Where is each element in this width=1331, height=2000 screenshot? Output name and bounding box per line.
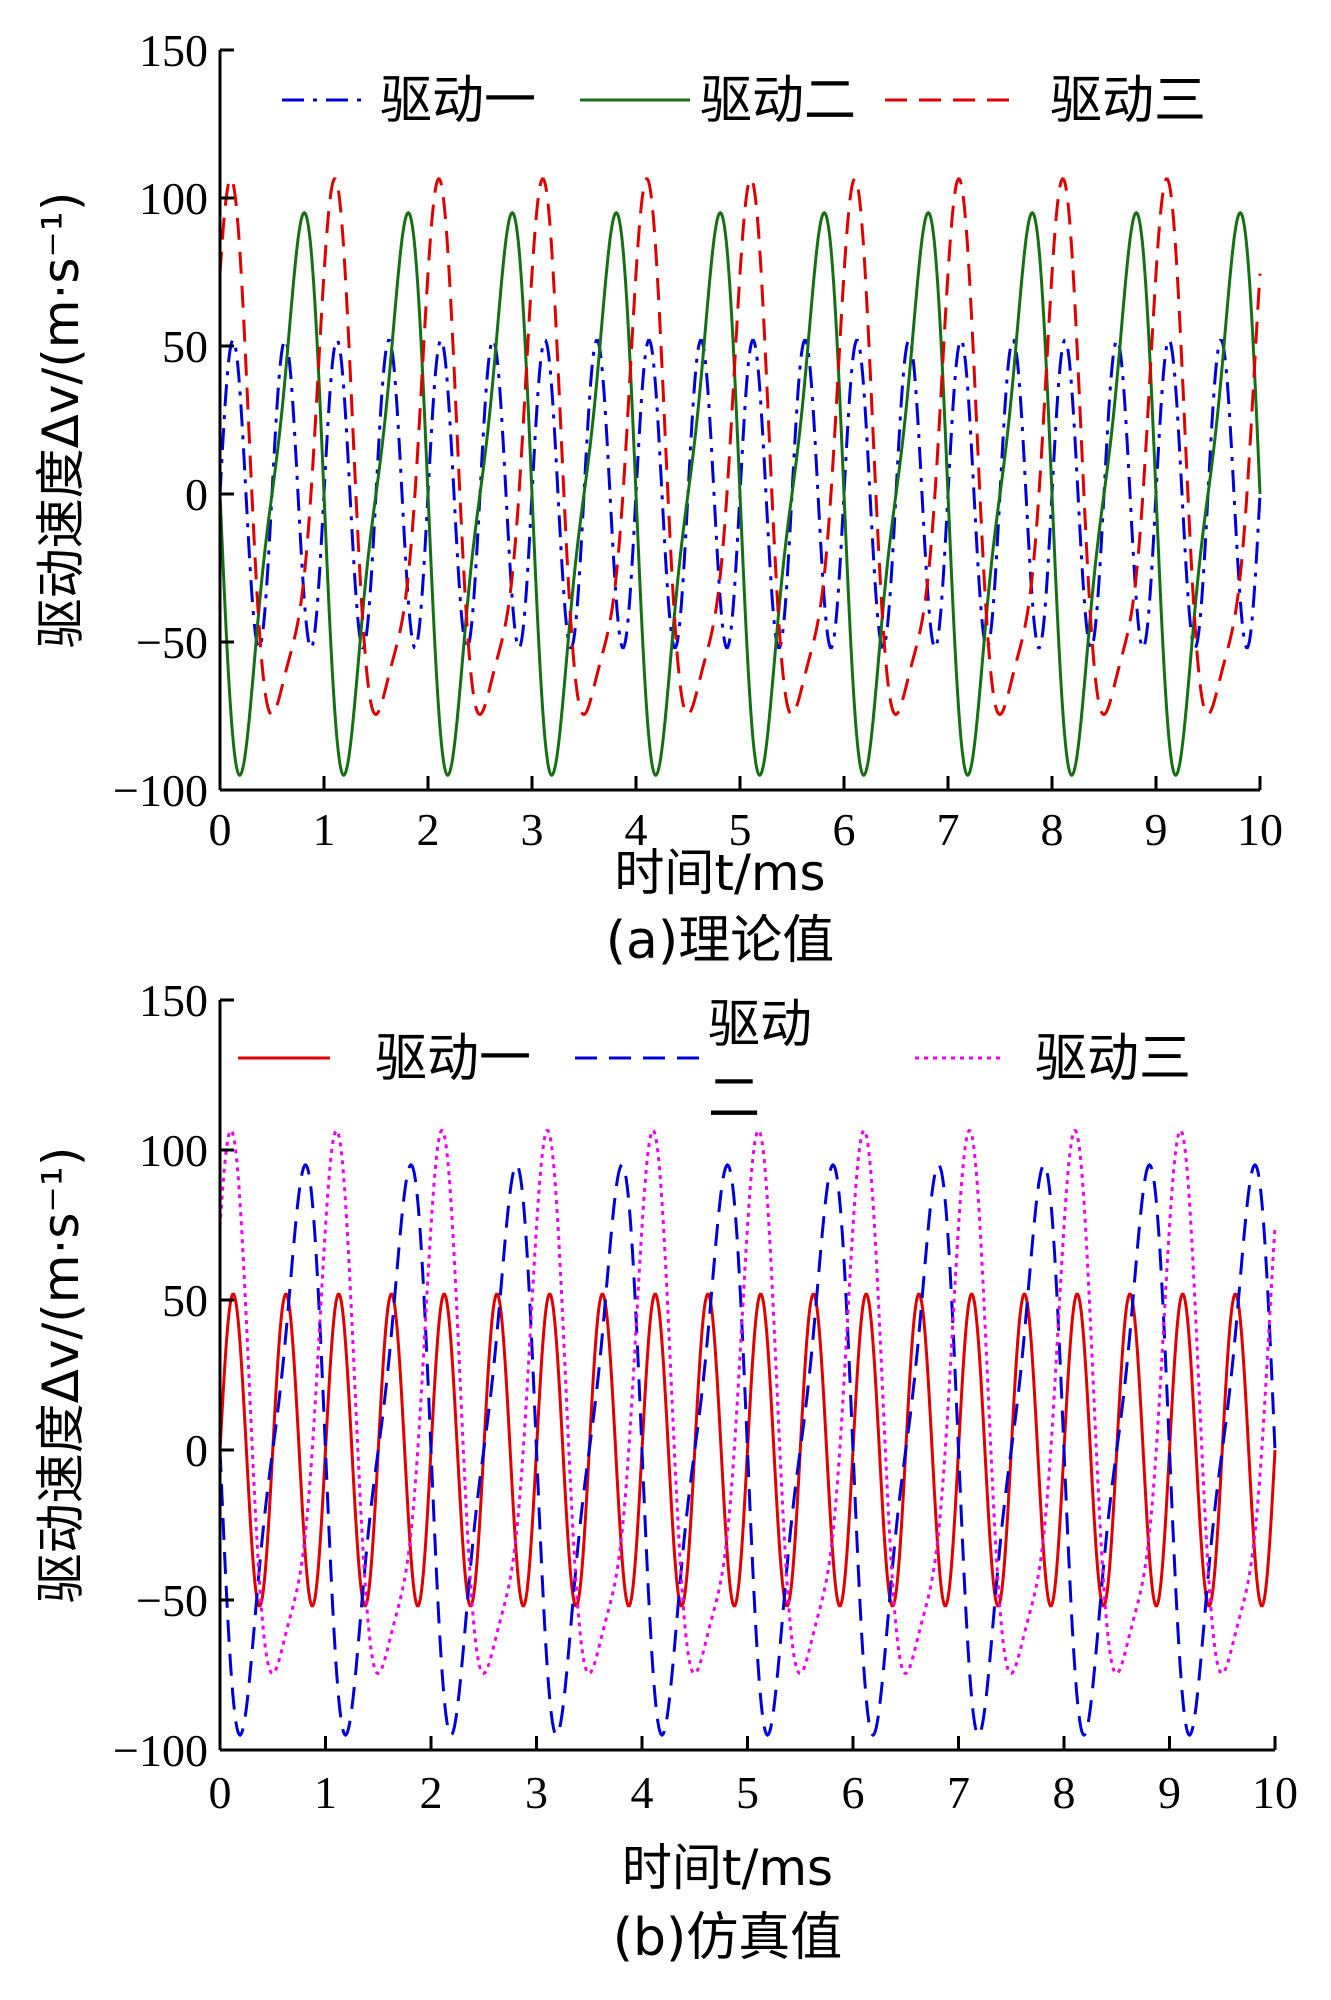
series-line-2 — [218, 1163, 1277, 1737]
y-tick-label: 100 — [139, 173, 208, 224]
y-tick-label: −100 — [113, 1725, 208, 1776]
x-tick-label: 10 — [1237, 804, 1283, 855]
x-tick-label: 9 — [1158, 1767, 1181, 1818]
y-axis-label: 驱动速度Δv/(m·s⁻¹) — [32, 192, 90, 649]
x-tick-label: 4 — [631, 1767, 654, 1818]
y-axis-label: 驱动速度Δv/(m·s⁻¹) — [32, 1147, 90, 1604]
series-line-3 — [218, 177, 1262, 717]
x-tick-label: 5 — [729, 804, 752, 855]
series-line-2 — [218, 210, 1262, 778]
x-tick-label: 6 — [833, 804, 856, 855]
y-tick-label: −100 — [113, 765, 208, 816]
x-tick-label: 3 — [521, 804, 544, 855]
x-tick-label: 8 — [1041, 804, 1064, 855]
panel-a: 0 1 2 3 4 5 6 7 8 9 10 150 100 50 0 −50 −100 驱动一 驱动二 驱动三驱动速… — [32, 25, 1283, 971]
y-tick-label: −50 — [136, 617, 208, 668]
panel-b: 0 1 2 3 4 5 6 7 8 9 10 150 100 50 0 −50 −100 驱动一 驱动二 驱动三驱动速… — [32, 975, 1298, 1968]
x-tick-label: 7 — [937, 804, 960, 855]
legend-label-2: 驱动二 — [708, 995, 812, 1129]
y-tick-label: 0 — [185, 1425, 208, 1476]
panel-caption: (a)理论值 — [606, 911, 834, 971]
x-tick-label: 10 — [1252, 1767, 1298, 1818]
x-tick-label: 2 — [420, 1767, 443, 1818]
x-tick-label: 4 — [625, 804, 648, 855]
x-tick-label: 2 — [417, 804, 440, 855]
x-tick-label: 5 — [736, 1767, 759, 1818]
y-tick-label: −50 — [136, 1575, 208, 1626]
x-tick-label: 8 — [1053, 1767, 1076, 1818]
x-tick-label: 7 — [947, 1767, 970, 1818]
y-tick-label: 150 — [139, 25, 208, 76]
y-tick-label: 0 — [185, 469, 208, 520]
x-tick-label: 1 — [314, 1767, 337, 1818]
x-tick-label: 1 — [313, 804, 336, 855]
legend-label-3: 驱动三 — [1035, 1029, 1191, 1089]
series-line-3 — [218, 1129, 1277, 1676]
x-tick-label: 6 — [842, 1767, 865, 1818]
y-tick-label: 50 — [162, 321, 208, 372]
series-line-1 — [218, 1292, 1277, 1608]
legend-label-1: 驱动一 — [380, 71, 536, 131]
x-tick-label: 3 — [525, 1767, 548, 1818]
x-tick-label: 0 — [209, 1767, 232, 1818]
x-axis-label: 时间t/ms — [622, 1839, 833, 1897]
legend-label-3: 驱动三 — [1050, 71, 1206, 131]
y-tick-label: 100 — [139, 1125, 208, 1176]
x-tick-label: 9 — [1145, 804, 1168, 855]
legend-label-1: 驱动一 — [375, 1029, 531, 1089]
legend-label-2: 驱动二 — [700, 71, 856, 131]
panel-caption: (b)仿真值 — [613, 1908, 843, 1968]
x-tick-label: 0 — [209, 804, 232, 855]
x-axis-label: 时间t/ms — [614, 844, 825, 902]
y-tick-label: 150 — [139, 975, 208, 1026]
y-tick-label: 50 — [162, 1275, 208, 1326]
